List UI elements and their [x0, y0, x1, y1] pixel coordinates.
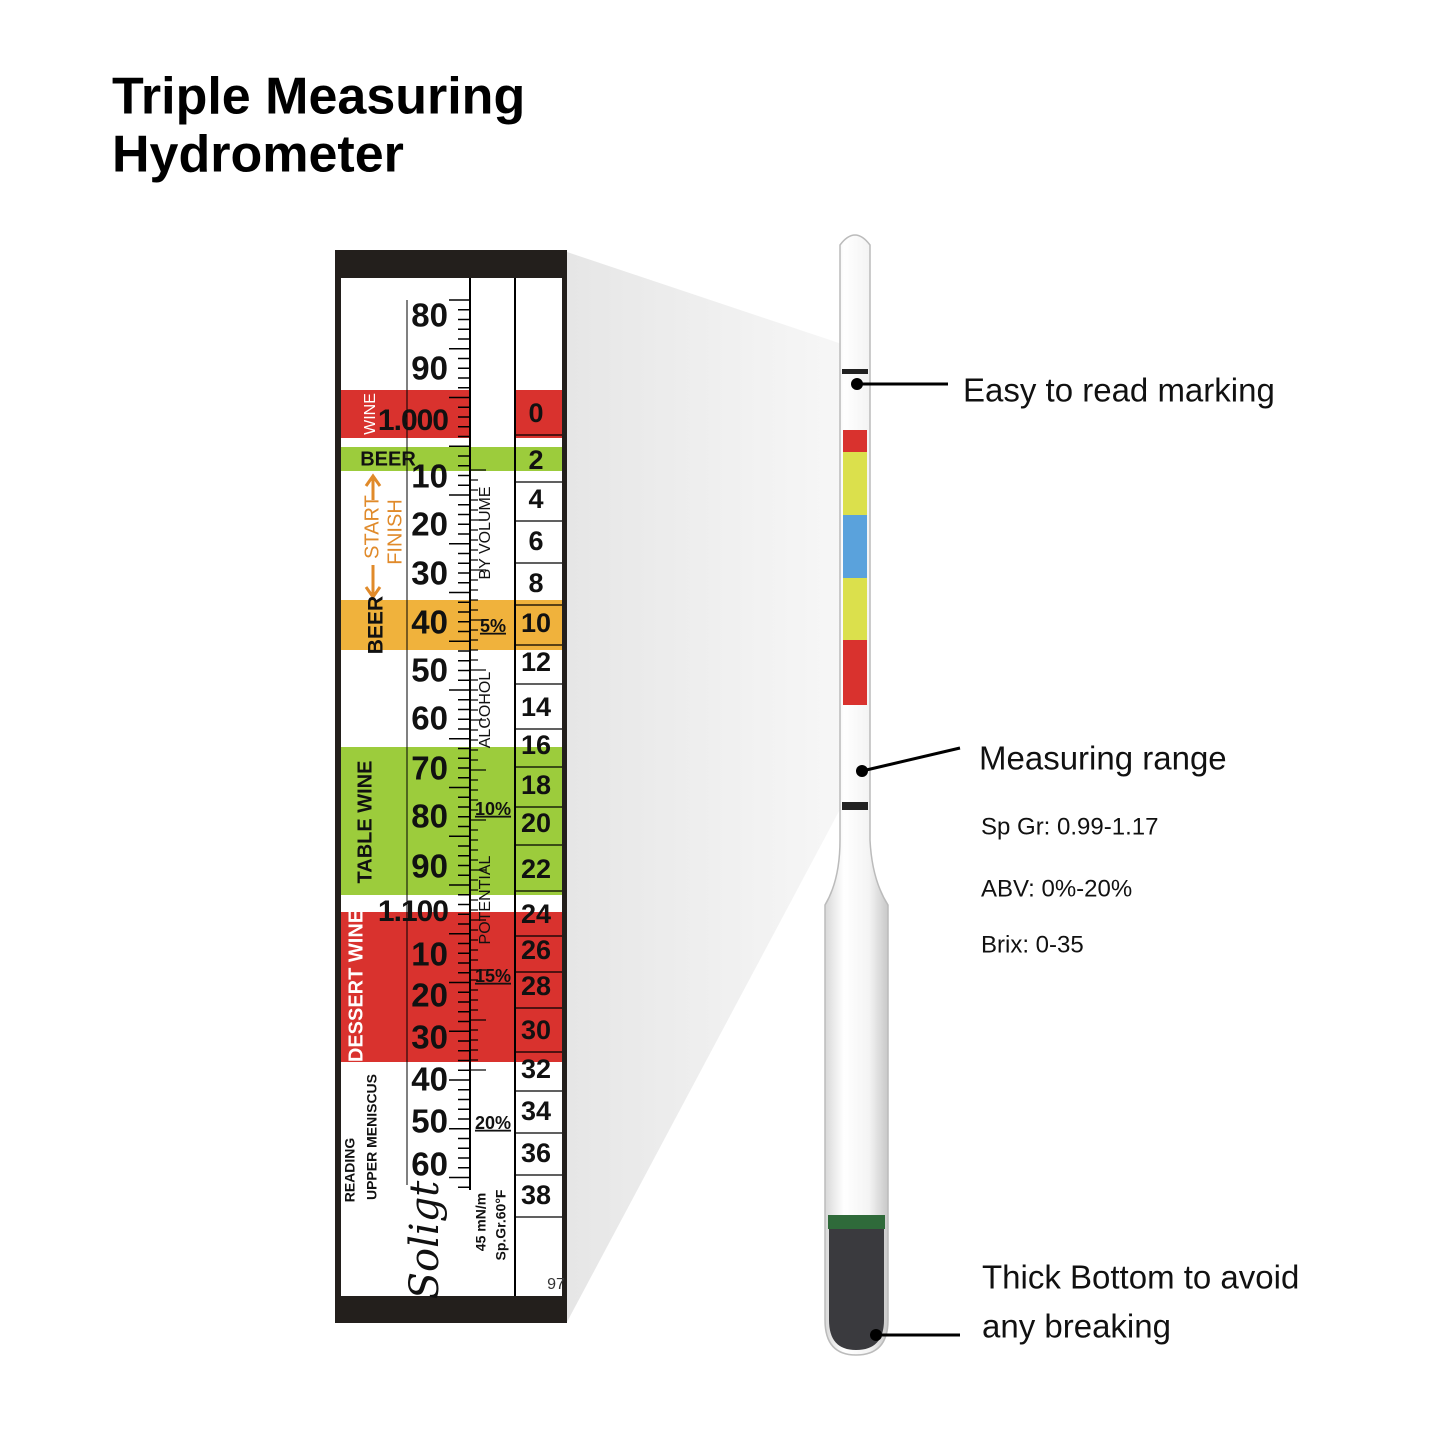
tube-band — [843, 430, 867, 452]
brix-label: 32 — [521, 1054, 551, 1084]
spec: Sp.Gr.60°F — [493, 1189, 509, 1260]
callout-label: any breaking — [982, 1308, 1171, 1345]
glass-tube — [824, 234, 889, 1356]
gravity-label: 20 — [411, 977, 448, 1014]
reading-note: UPPER MENISCUS — [364, 1074, 380, 1200]
brix-label: 2 — [528, 445, 543, 475]
gravity-label: 50 — [411, 1103, 448, 1140]
callout-detail: Brix: 0-35 — [981, 931, 1084, 958]
gravity-label: 20 — [411, 506, 448, 543]
alcohol-label: ALCOHOL — [477, 672, 494, 749]
brix-label: 6 — [528, 526, 543, 556]
band-beer-top — [341, 447, 562, 471]
brix-label: 36 — [521, 1138, 551, 1168]
brix-label: 24 — [521, 899, 551, 929]
title-line: Hydrometer — [112, 126, 404, 184]
gravity-label: 30 — [411, 555, 448, 592]
brix-label: 22 — [521, 854, 551, 884]
gravity-label: 1.000 — [378, 404, 448, 437]
band-label: DESSERT WINE — [345, 910, 367, 1062]
arrow — [364, 473, 382, 500]
alcohol-label: BY VOLUME — [477, 486, 494, 579]
band-label: FINISH — [384, 499, 406, 565]
callout-detail: ABV: 0%-20% — [981, 875, 1132, 902]
panel-left — [335, 250, 341, 1323]
gravity-label: 10 — [411, 458, 448, 495]
pointer-line — [861, 746, 961, 773]
tube-ring — [842, 802, 868, 810]
code: 97 — [547, 1276, 565, 1293]
gravity-label: 1.100 — [378, 895, 448, 928]
gravity-label: 90 — [411, 848, 448, 885]
brix-label: 12 — [521, 647, 551, 677]
gravity-label: 90 — [411, 350, 448, 387]
brix-label: 28 — [521, 971, 551, 1001]
band-label: WINE — [362, 393, 379, 435]
alcohol-mark: 10% — [475, 799, 511, 819]
ballast-pellets — [829, 1229, 884, 1350]
tube-band — [843, 640, 867, 705]
band-label: BEER — [365, 596, 388, 654]
gravity-label: 10 — [411, 936, 448, 973]
brix-label: 0 — [528, 398, 543, 428]
callout-label: Thick Bottom to avoid — [982, 1259, 1299, 1296]
title-line: Triple Measuring — [112, 68, 525, 126]
tube-band — [843, 515, 867, 578]
callout-detail: Sp Gr: 0.99-1.17 — [981, 813, 1158, 840]
brix-label: 38 — [521, 1180, 551, 1210]
spec: 45 mN/m — [473, 1193, 489, 1251]
reading-note: READING — [342, 1138, 358, 1203]
hydrometer — [824, 234, 889, 1356]
tube-band — [843, 452, 867, 515]
brix-label: 4 — [528, 484, 543, 514]
tube-band — [843, 578, 867, 640]
gravity-label: 40 — [411, 604, 448, 641]
band-table-wine — [341, 747, 562, 895]
panel-right — [562, 250, 567, 1323]
brix-label: 16 — [521, 730, 551, 760]
alcohol-label: POTENTIAL — [477, 855, 494, 944]
alcohol-mark: 20% — [475, 1113, 511, 1133]
ballast-seal — [828, 1215, 885, 1229]
brix-label: 10 — [521, 608, 551, 638]
gravity-label: 40 — [411, 1061, 448, 1098]
brix-label: 14 — [521, 692, 551, 722]
callout-pointers — [851, 378, 961, 1341]
brix-label: 34 — [521, 1096, 551, 1126]
tube-ring — [842, 369, 868, 374]
gravity-label: 70 — [411, 750, 448, 787]
band-wine — [341, 390, 470, 438]
callout-label: Measuring range — [979, 740, 1227, 777]
brix-label: 30 — [521, 1015, 551, 1045]
brand: Soligt — [402, 1180, 448, 1300]
brix-label: 18 — [521, 770, 551, 800]
band-dessert-wine — [341, 912, 562, 1062]
gravity-label: 80 — [411, 297, 448, 334]
gravity-label: 80 — [411, 798, 448, 835]
alcohol-mark: 15% — [475, 966, 511, 986]
gravity-label: 50 — [411, 652, 448, 689]
panel-top — [335, 250, 567, 278]
band-label: BEER — [360, 448, 416, 470]
callout-label: Easy to read marking — [963, 372, 1275, 409]
brix-label: 8 — [528, 568, 543, 598]
arrow — [364, 565, 382, 600]
gravity-label: 60 — [411, 700, 448, 737]
gravity-label: 30 — [411, 1019, 448, 1056]
gravity-label: 60 — [411, 1146, 448, 1183]
alcohol-mark: 5% — [480, 616, 506, 636]
brix-label: 20 — [521, 808, 551, 838]
band-wine — [515, 390, 562, 438]
brix-label: 26 — [521, 935, 551, 965]
band-label: TABLE WINE — [354, 761, 376, 884]
zoom-projection — [567, 252, 845, 1322]
band-label: START — [361, 495, 383, 559]
panel-bottom — [335, 1296, 567, 1323]
